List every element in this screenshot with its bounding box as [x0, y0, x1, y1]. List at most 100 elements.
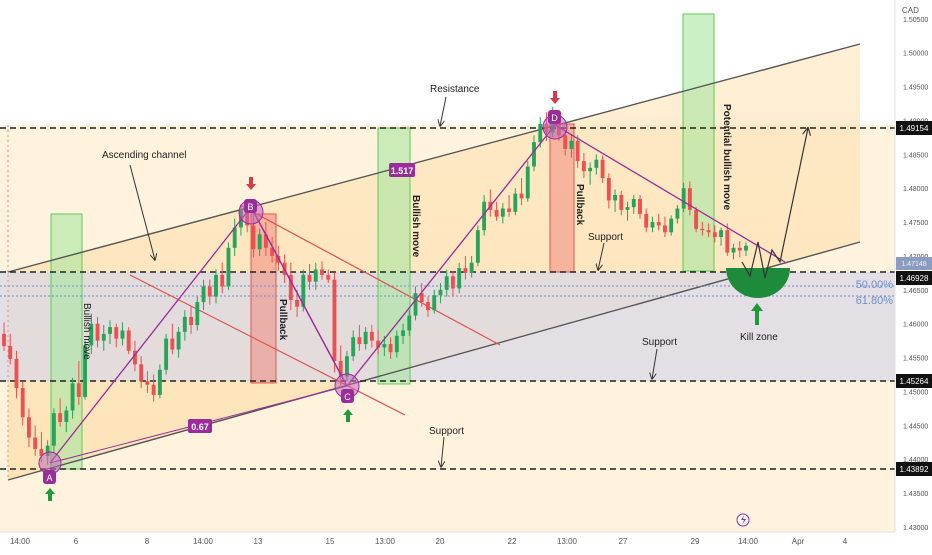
candle [606, 173, 611, 209]
candle-body [39, 449, 44, 456]
lightning-icon[interactable] [736, 513, 750, 527]
candle-body [663, 225, 667, 233]
candle-body [426, 302, 430, 311]
kill-zone-label: Kill zone [740, 332, 778, 343]
bullish-move-left-label: Bullish move [81, 303, 92, 360]
candle [507, 194, 511, 217]
candle [176, 327, 181, 358]
candle-body [114, 327, 119, 339]
candle [120, 322, 125, 346]
candle-body [288, 274, 293, 300]
price-tick-label: 1.47500 [903, 220, 928, 227]
candle [164, 333, 169, 375]
time-tick-label: Apr [792, 537, 805, 546]
candle [195, 296, 200, 331]
point-c-text: C [344, 392, 351, 402]
candle-body [482, 201, 487, 231]
candle [201, 279, 206, 311]
ratio-tag-067: 0.67 [188, 419, 212, 433]
candle-body [95, 323, 100, 341]
candle [669, 215, 674, 236]
candle [214, 269, 218, 304]
price-tag-1: 1.49154 [896, 121, 932, 135]
svg-text:1.43892: 1.43892 [900, 465, 929, 474]
candle [232, 218, 237, 256]
candle [388, 337, 393, 359]
candle-body [226, 247, 231, 287]
time-tick-label: 4 [843, 537, 848, 546]
price-tick-label: 1.46000 [903, 322, 928, 329]
candle [581, 152, 586, 179]
candle [475, 225, 480, 267]
candle-body [332, 279, 337, 361]
candle [469, 255, 474, 278]
candle-body [295, 299, 299, 307]
candle-body [394, 335, 399, 353]
svg-text:1.49154: 1.49154 [900, 124, 929, 133]
arrow-up-a-icon [45, 488, 55, 501]
candle-body [363, 331, 368, 345]
candle-body [164, 338, 169, 370]
candle-body [14, 358, 19, 389]
candle-body [145, 381, 150, 385]
candle-body [45, 445, 50, 456]
candle-body [120, 330, 125, 339]
candle-body [382, 344, 387, 348]
price-tick-label: 1.49500 [903, 85, 928, 92]
time-tick-label: 20 [436, 537, 445, 546]
candle-body [157, 369, 162, 395]
candle-body [101, 333, 106, 341]
candle-body [376, 340, 381, 348]
candle [638, 194, 642, 219]
candle-body [257, 234, 262, 250]
candle [326, 269, 331, 284]
time-tick-label: 14:00 [193, 537, 214, 546]
candle-body [569, 140, 574, 149]
candle-body [644, 213, 649, 228]
candle-body [613, 194, 617, 201]
candle-body [401, 330, 405, 336]
candle [538, 117, 543, 148]
candle [426, 296, 430, 317]
time-tick-label: 14:00 [738, 537, 759, 546]
channel-upper-line [7, 43, 861, 273]
candle-body [650, 222, 655, 228]
currency-label: CAD [902, 6, 919, 15]
candle-body [588, 167, 593, 172]
candle-body [189, 316, 193, 326]
point-a-label: A [43, 470, 56, 484]
candle-body [500, 208, 505, 217]
candle [706, 223, 711, 237]
candle [226, 242, 231, 290]
time-axis[interactable] [0, 532, 932, 550]
candle [14, 350, 19, 399]
candle [139, 356, 144, 389]
candle [700, 222, 705, 236]
point-d-label: D [548, 110, 561, 124]
candle-body [20, 388, 25, 418]
candle [133, 340, 137, 372]
candle-body [744, 245, 748, 251]
point-a-text: A [46, 473, 52, 483]
candle [332, 272, 337, 373]
candle [313, 262, 318, 290]
candle [33, 425, 38, 456]
candle-body [2, 333, 6, 347]
candle [619, 190, 624, 216]
resistance-label: Resistance [430, 84, 480, 95]
b-to-d-projection [250, 206, 348, 387]
candle [500, 203, 505, 224]
candle-body [687, 188, 692, 210]
fib-50-label: 50.00% [856, 279, 894, 291]
price-tag-3: 1.45264 [896, 374, 932, 388]
time-tick-label: 14:00 [10, 537, 31, 546]
candle [588, 162, 593, 185]
candle [401, 323, 405, 345]
candle [513, 188, 518, 216]
candle [76, 360, 81, 406]
candle [95, 316, 100, 348]
candle [295, 289, 299, 317]
price-tag-last: 1.47148 [896, 257, 932, 270]
ascending-channel-label: Ascending channel [102, 150, 187, 161]
